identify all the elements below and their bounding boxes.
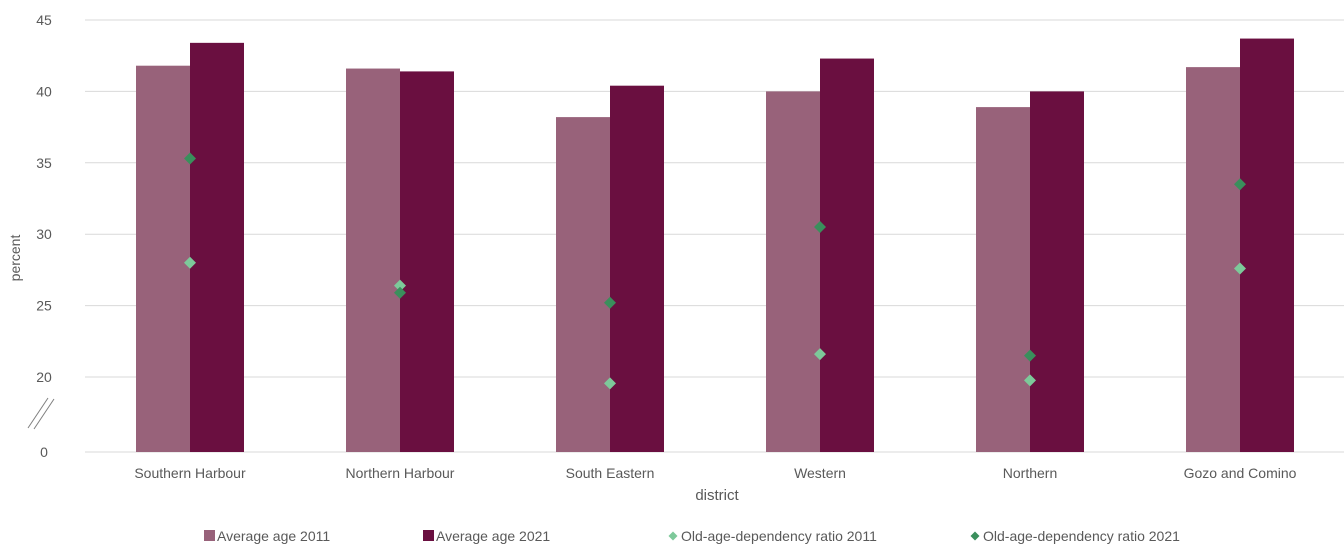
legend-swatch [204,530,215,541]
y-tick-label: 35 [36,155,52,171]
x-tick-label: Northern Harbour [346,465,455,481]
x-tick-label: Gozo and Comino [1184,465,1297,481]
y-axis-label: percent [7,235,23,282]
marker-old-age-dependency-ratio-2011 [394,279,406,292]
marker-old-age-dependency-ratio-2021 [604,296,616,309]
axes: 0 20 25 30 35 40 45 Southern Harbour Northern Ha… [27,12,1297,481]
markers [184,152,1246,390]
legend: Average age 2011 Average age 2021 Old-age-… [204,528,1180,544]
marker-old-age-dependency-ratio-2011 [604,377,616,390]
y-tick-label: 25 [36,298,52,314]
x-tick-label: Northern [1003,465,1057,481]
marker-old-age-dependency-ratio-2021 [1024,349,1036,362]
y-tick-label: 30 [36,226,52,242]
marker-old-age-dependency-ratio-2011 [1024,374,1036,387]
marker-old-age-dependency-ratio-2011 [184,256,196,269]
legend-label: Old-age-dependency ratio 2021 [983,528,1180,544]
marker-old-age-dependency-ratio-2021 [814,221,826,234]
legend-label: Average age 2011 [217,528,330,544]
bar-average-age-2011 [976,107,1030,452]
bar-average-age-2021 [1240,38,1294,453]
bar-average-age-2021 [190,42,244,453]
bar-average-age-2021 [610,85,664,453]
marker-old-age-dependency-ratio-2011 [1234,262,1246,275]
marker-old-age-dependency-ratio-2021 [394,286,406,299]
y-tick-label: 45 [36,12,52,28]
y-tick-label: 40 [36,83,52,99]
bar-average-age-2011 [346,68,400,452]
x-tick-label: Southern Harbour [134,465,246,481]
gridlines [85,19,1344,453]
marker-old-age-dependency-ratio-2021 [1234,178,1246,191]
y-tick-label: 20 [36,369,52,385]
legend-swatch [423,530,434,541]
axis-break-mark [33,398,55,430]
bar-average-age-2011 [556,117,610,452]
legend-swatch [970,531,980,541]
bar-average-age-2021 [820,58,874,452]
legend-label: Old-age-dependency ratio 2011 [681,528,877,544]
bar-average-age-2021 [400,71,454,453]
bar-average-age-2021 [1030,91,1084,453]
bar-average-age-2011 [1186,67,1240,453]
axis-break-mark [27,397,49,429]
bars [136,38,1294,453]
x-tick-label: South Eastern [566,465,655,481]
marker-old-age-dependency-ratio-2021 [184,152,196,165]
bar-average-age-2011 [136,65,190,453]
legend-swatch [668,531,678,541]
legend-label: Average age 2021 [436,528,550,544]
marker-old-age-dependency-ratio-2011 [814,348,826,361]
x-axis-label: district [695,487,739,504]
bar-average-age-2011 [766,91,820,453]
y-tick-label: 0 [40,444,48,460]
x-tick-label: Western [794,465,846,481]
